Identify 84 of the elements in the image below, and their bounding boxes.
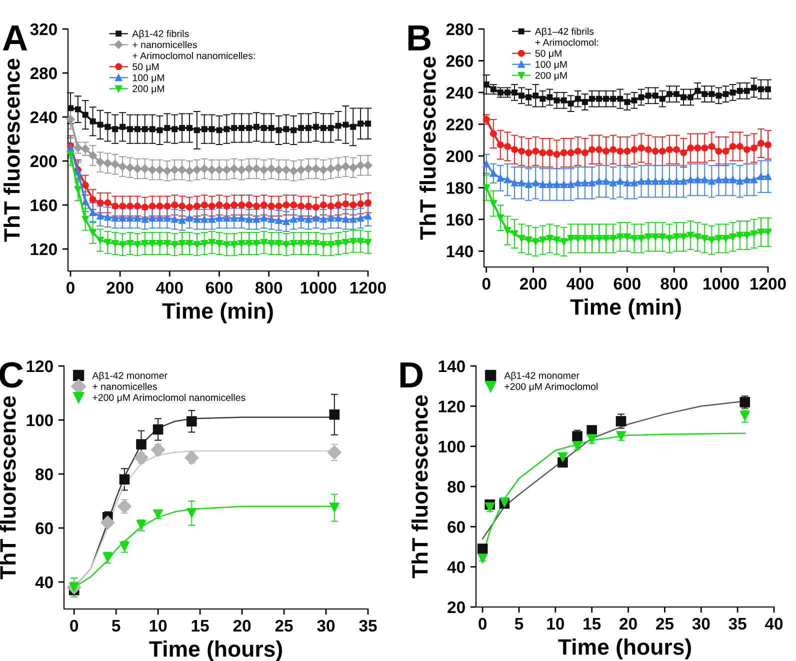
y-tick-label: 80: [448, 480, 465, 493]
y-tick-label: 240: [30, 111, 57, 124]
x-axis-title: Time (min): [570, 298, 681, 320]
x-tick-label: 40: [764, 618, 783, 630]
y-tick-label: 60: [448, 521, 465, 533]
chart-title: A: [2, 25, 28, 50]
y-tick-label: 80: [36, 468, 53, 480]
y-tick-label: 140: [438, 360, 465, 372]
y-tick-label: 280: [30, 67, 57, 80]
x-tick-label: 1200: [750, 278, 786, 290]
x-tick-label: 5: [112, 620, 120, 632]
y-tick-label: 160: [446, 214, 473, 226]
y-tick-label: 220: [446, 118, 473, 130]
x-tick-label: 15: [192, 620, 209, 632]
x-tick-label: 25: [656, 618, 674, 630]
x-tick-label: 15: [584, 618, 601, 630]
y-tick-label: 160: [30, 199, 57, 212]
y-tick-label: 40: [35, 576, 53, 588]
legend-label: 100 μM: [132, 74, 164, 83]
legend-label: Aβ1-42 monomer: [92, 372, 168, 381]
y-axis-title: ThT fluorescence: [420, 56, 436, 240]
x-tick-label: 10: [150, 620, 167, 632]
y-tick-label: 240: [446, 86, 473, 99]
legend-label: + nanomicelles: [92, 382, 157, 390]
y-tick-label: 200: [30, 155, 57, 168]
x-tick-label: 5: [514, 618, 524, 630]
chart-title: B: [408, 25, 430, 50]
y-tick-label: 200: [446, 150, 473, 162]
x-tick-label: 0: [70, 620, 78, 632]
x-axis-title: Time (hours): [558, 638, 691, 660]
x-tick-label: 35: [359, 620, 377, 632]
y-axis-title: ThT fluorescence: [0, 396, 16, 580]
x-tick-label: 0: [66, 282, 74, 294]
x-tick-label: 800: [255, 282, 282, 294]
x-tick-label: 20: [233, 620, 251, 632]
x-axis-title: Time (hours): [149, 640, 282, 661]
y-tick-label: 60: [36, 522, 53, 534]
x-tick-label: 25: [275, 620, 293, 632]
y-tick-label: 120: [30, 243, 57, 256]
legend-label: + nanomicelles: [132, 41, 197, 48]
legend-label: Aβ1-42 monomer: [504, 372, 580, 381]
y-tick-label: 120: [26, 360, 53, 372]
x-tick-label: 30: [692, 618, 710, 630]
y-tick-label: 40: [447, 561, 465, 574]
x-tick-label: 600: [614, 278, 640, 290]
y-tick-label: 100: [438, 440, 465, 453]
legend-label: 200 μM: [535, 72, 567, 81]
annotation: + Arimoclomol nanomicelles:: [132, 52, 255, 60]
y-tick-label: 260: [446, 55, 473, 67]
legend-label: +200 μM Arimoclomol: [504, 382, 598, 392]
y-tick-label: 140: [446, 246, 473, 258]
x-tick-label: 400: [566, 278, 594, 290]
legend-label: +200 μM Arimoclomol nanomicelles: [92, 394, 246, 403]
x-tick-label: 1200: [350, 282, 386, 294]
legend-label: 100 μM: [536, 60, 567, 70]
x-tick-label: 600: [206, 282, 232, 294]
legend-label: 200 μM: [132, 85, 164, 94]
x-tick-label: 30: [317, 620, 335, 632]
y-tick-label: 320: [30, 23, 57, 36]
x-axis-title: Time (min): [162, 302, 273, 324]
x-tick-label: 35: [728, 618, 746, 630]
legend-label: Aβ1-42 fibrils: [132, 30, 189, 40]
y-axis-title: ThT fluorescence: [4, 58, 20, 242]
y-tick-label: 20: [448, 601, 465, 614]
x-tick-label: 1000: [704, 278, 739, 290]
x-tick-label: 400: [156, 282, 183, 294]
x-tick-label: 200: [520, 278, 547, 290]
y-tick-label: 280: [446, 23, 473, 36]
y-tick-label: 100: [26, 414, 53, 426]
y-tick-label: 180: [446, 182, 473, 194]
x-tick-label: 800: [660, 278, 688, 290]
legend-label: 50 μM: [535, 50, 562, 59]
chart-title: D: [400, 362, 423, 388]
x-tick-label: 200: [106, 282, 134, 294]
y-axis-title: ThT fluorescence: [412, 395, 428, 578]
legend-label: 50 μM: [132, 63, 159, 72]
x-tick-label: 0: [482, 278, 490, 290]
x-tick-label: 1000: [300, 282, 336, 294]
legend-label: Aβ1–42 fibrils: [534, 28, 594, 37]
y-tick-label: 120: [438, 400, 465, 412]
x-tick-label: 10: [547, 618, 564, 630]
x-tick-label: 0: [478, 618, 487, 630]
x-tick-label: 20: [620, 618, 637, 630]
annotation: + Arimoclomol:: [535, 38, 598, 46]
